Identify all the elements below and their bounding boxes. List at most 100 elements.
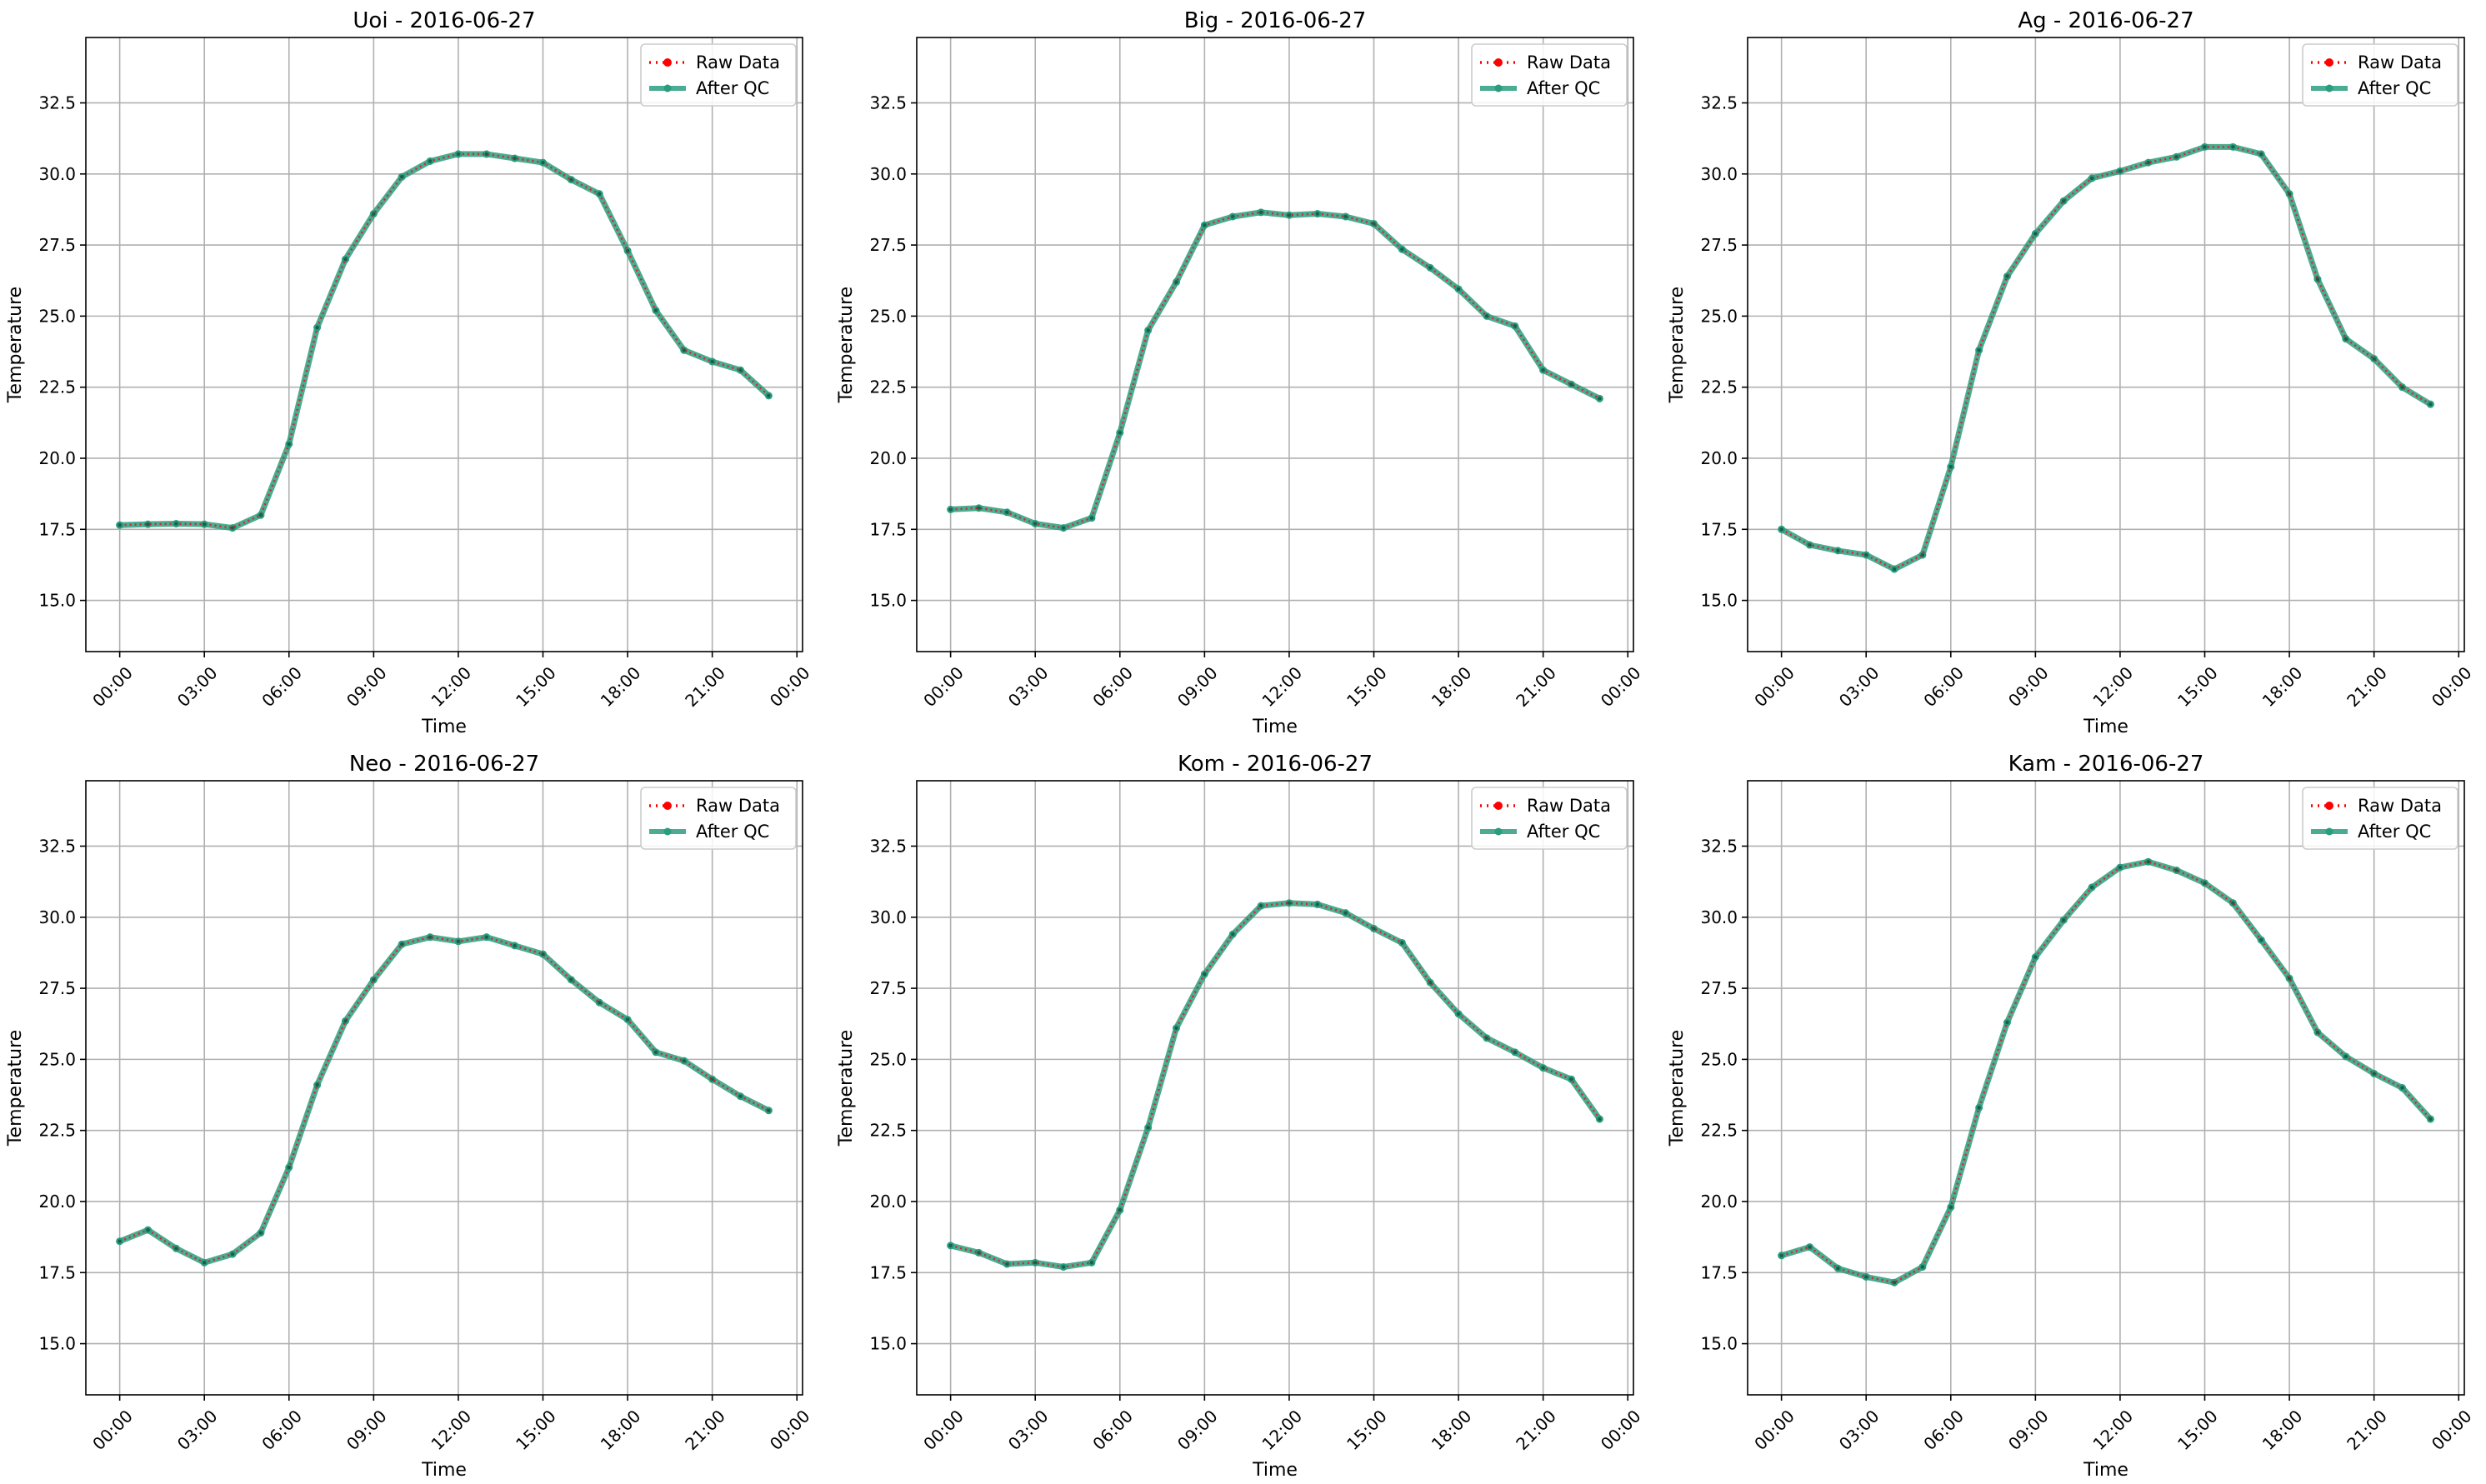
y-tick-label: 22.5 <box>869 1121 907 1141</box>
point-raw-data <box>625 248 630 253</box>
plot-frame <box>916 780 1634 1396</box>
x-tick-label: 12:00 <box>427 662 475 711</box>
point-raw-data <box>1033 522 1038 526</box>
point-raw-data <box>513 943 517 948</box>
chart-title: Neo - 2016-06-27 <box>349 752 539 777</box>
point-raw-data <box>258 513 263 517</box>
point-raw-data <box>400 174 404 179</box>
point-raw-data <box>1174 1026 1178 1031</box>
y-tick-label: 27.5 <box>38 978 76 998</box>
x-tick-label: 15:00 <box>512 1406 560 1454</box>
point-raw-data <box>1400 941 1404 945</box>
x-tick-label: 21:00 <box>681 1406 729 1454</box>
point-raw-data <box>2428 402 2433 407</box>
x-axis-label: Time <box>421 717 467 737</box>
series-line-after-qc <box>1779 143 2433 572</box>
point-raw-data <box>1343 214 1348 219</box>
x-tick-label: 15:00 <box>1343 1406 1391 1454</box>
point-raw-data <box>230 1252 235 1257</box>
point-raw-data <box>738 1094 743 1098</box>
point-raw-data <box>1258 210 1263 215</box>
y-tick-label: 20.0 <box>869 1192 907 1212</box>
y-tick-label: 30.0 <box>1700 164 1738 184</box>
point-raw-data <box>2203 881 2207 886</box>
point-raw-data <box>1428 266 1433 270</box>
point-raw-data <box>1343 911 1348 915</box>
point-raw-data <box>2174 155 2178 159</box>
x-tick-label: 06:00 <box>1919 662 1968 711</box>
x-tick-label: 06:00 <box>258 662 306 711</box>
y-tick-label: 22.5 <box>38 377 76 397</box>
x-tick-label: 09:00 <box>2004 1406 2053 1454</box>
point-raw-data <box>977 1251 981 1255</box>
point-raw-data <box>1089 1261 1094 1265</box>
point-raw-data <box>1400 247 1404 252</box>
x-tick-label: 18:00 <box>1428 662 1476 711</box>
x-tick-label: 06:00 <box>258 1406 306 1454</box>
legend-marker-after-qc <box>663 84 672 92</box>
x-tick-label: 12:00 <box>427 1406 475 1454</box>
y-tick-label: 32.5 <box>38 836 76 856</box>
x-tick-label: 00:00 <box>1750 662 1798 711</box>
point-raw-data <box>203 522 207 527</box>
point-raw-data <box>1598 1117 1602 1122</box>
point-raw-data <box>2372 357 2376 361</box>
point-raw-data <box>1541 368 1545 372</box>
point-raw-data <box>484 152 488 157</box>
x-tick-label: 09:00 <box>1173 1406 1222 1454</box>
point-raw-data <box>2428 1117 2433 1122</box>
point-raw-data <box>2400 385 2404 389</box>
x-tick-label: 00:00 <box>1750 1406 1798 1454</box>
point-raw-data <box>1541 1066 1545 1070</box>
point-raw-data <box>1456 1012 1461 1016</box>
x-tick-label: 03:00 <box>173 662 222 711</box>
legend: Raw Data After QC <box>2302 787 2458 850</box>
y-tick-label: 15.0 <box>38 591 76 611</box>
legend-marker-after-qc <box>1494 827 1503 836</box>
point-raw-data <box>174 522 178 526</box>
legend-label-after-qc: After QC <box>2358 78 2431 98</box>
y-tick-label: 15.0 <box>869 591 907 611</box>
legend-marker-raw-data <box>1494 802 1503 810</box>
point-raw-data <box>2287 976 2292 981</box>
y-tick-label: 25.0 <box>38 1049 76 1069</box>
legend-label-raw-data: Raw Data <box>2358 52 2442 72</box>
point-raw-data <box>484 935 488 939</box>
x-tick-label: 03:00 <box>1835 662 1883 711</box>
point-raw-data <box>2343 1054 2348 1059</box>
x-axis-label: Time <box>421 1460 467 1481</box>
series-line-after-qc <box>950 209 1601 532</box>
point-raw-data <box>2259 152 2263 157</box>
point-raw-data <box>1779 1253 1783 1258</box>
y-tick-label: 32.5 <box>869 836 907 856</box>
chart-panel-3: 15.0 17.5 20.0 22.5 25.0 27.5 30.0 32.5 00:00 03:… <box>5 752 814 1481</box>
point-raw-data <box>1203 222 1207 227</box>
plot-frame <box>85 37 803 652</box>
point-raw-data <box>1231 932 1235 937</box>
point-raw-data <box>767 393 771 398</box>
point-raw-data <box>146 522 150 527</box>
legend-label-raw-data: Raw Data <box>696 796 780 816</box>
point-raw-data <box>2089 176 2094 181</box>
legend: Raw Data After QC <box>640 43 797 107</box>
legend-label-after-qc: After QC <box>1527 78 1600 98</box>
point-raw-data <box>1146 328 1150 332</box>
y-tick-label: 25.0 <box>869 306 907 326</box>
x-tick-label: 12:00 <box>2088 662 2137 711</box>
point-raw-data <box>343 1019 348 1023</box>
point-raw-data <box>948 1243 953 1248</box>
y-tick-label: 27.5 <box>38 235 76 255</box>
legend-label-after-qc: After QC <box>696 822 769 842</box>
plot-frame <box>916 37 1634 652</box>
point-raw-data <box>1808 542 1812 547</box>
y-tick-label: 25.0 <box>1700 1049 1738 1069</box>
point-raw-data <box>1864 552 1868 557</box>
y-tick-label: 17.5 <box>1700 519 1738 539</box>
point-raw-data <box>1005 510 1009 515</box>
series-line-raw-data <box>950 211 1600 529</box>
legend-label-after-qc: After QC <box>1527 822 1600 842</box>
point-raw-data <box>1118 431 1122 435</box>
legend: Raw Data After QC <box>640 787 797 850</box>
y-tick-label: 32.5 <box>38 92 76 112</box>
